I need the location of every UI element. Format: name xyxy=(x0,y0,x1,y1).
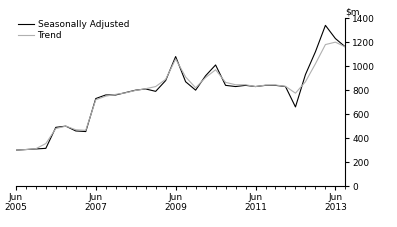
Trend xyxy=(183,76,188,78)
Seasonally Adjusted xyxy=(163,79,168,82)
Seasonally Adjusted xyxy=(183,80,188,83)
Seasonally Adjusted xyxy=(114,94,118,96)
Trend xyxy=(54,127,58,130)
Trend xyxy=(293,92,298,94)
Trend xyxy=(64,125,68,128)
Trend xyxy=(143,87,148,90)
Seasonally Adjusted xyxy=(83,130,88,133)
Seasonally Adjusted xyxy=(173,55,178,58)
Seasonally Adjusted xyxy=(273,84,278,87)
Trend xyxy=(133,89,138,92)
Trend xyxy=(203,76,208,79)
Seasonally Adjusted xyxy=(73,130,78,132)
Seasonally Adjusted xyxy=(323,24,328,27)
Seasonally Adjusted xyxy=(263,84,268,87)
Seasonally Adjusted xyxy=(333,37,338,40)
Trend xyxy=(163,78,168,81)
Trend xyxy=(273,84,278,86)
Trend xyxy=(343,46,348,48)
Seasonally Adjusted xyxy=(313,50,318,53)
Trend xyxy=(33,147,38,150)
Seasonally Adjusted xyxy=(103,94,108,96)
Trend xyxy=(23,148,28,151)
Trend xyxy=(283,85,288,88)
Trend xyxy=(13,149,18,151)
Trend xyxy=(93,98,98,101)
Seasonally Adjusted xyxy=(153,90,158,93)
Trend xyxy=(114,93,118,96)
Seasonally Adjusted xyxy=(43,147,48,150)
Seasonally Adjusted xyxy=(13,149,18,151)
Seasonally Adjusted xyxy=(123,91,128,94)
Trend xyxy=(123,91,128,94)
Seasonally Adjusted xyxy=(233,85,238,88)
Trend xyxy=(333,41,338,44)
Trend xyxy=(173,58,178,60)
Seasonally Adjusted xyxy=(293,106,298,108)
Line: Trend: Trend xyxy=(16,42,345,150)
Trend xyxy=(73,128,78,131)
Trend xyxy=(253,85,258,88)
Line: Seasonally Adjusted: Seasonally Adjusted xyxy=(16,25,345,150)
Trend xyxy=(153,85,158,88)
Trend xyxy=(263,84,268,86)
Seasonally Adjusted xyxy=(33,148,38,150)
Seasonally Adjusted xyxy=(93,97,98,100)
Seasonally Adjusted xyxy=(343,46,348,48)
Trend xyxy=(213,68,218,71)
Trend xyxy=(303,80,308,83)
Seasonally Adjusted xyxy=(143,88,148,90)
Seasonally Adjusted xyxy=(253,85,258,88)
Seasonally Adjusted xyxy=(64,125,68,128)
Seasonally Adjusted xyxy=(223,84,228,87)
Text: $m: $m xyxy=(345,7,360,17)
Seasonally Adjusted xyxy=(203,74,208,77)
Trend xyxy=(243,83,248,86)
Seasonally Adjusted xyxy=(54,126,58,129)
Trend xyxy=(83,129,88,132)
Legend: Seasonally Adjusted, Trend: Seasonally Adjusted, Trend xyxy=(18,20,129,40)
Trend xyxy=(233,83,238,86)
Trend xyxy=(103,95,108,98)
Trend xyxy=(43,142,48,145)
Seasonally Adjusted xyxy=(213,64,218,66)
Trend xyxy=(323,43,328,46)
Seasonally Adjusted xyxy=(193,89,198,91)
Seasonally Adjusted xyxy=(23,148,28,151)
Trend xyxy=(313,62,318,65)
Seasonally Adjusted xyxy=(303,73,308,76)
Trend xyxy=(223,81,228,84)
Seasonally Adjusted xyxy=(283,85,288,88)
Trend xyxy=(193,86,198,89)
Seasonally Adjusted xyxy=(243,84,248,87)
Seasonally Adjusted xyxy=(133,89,138,91)
